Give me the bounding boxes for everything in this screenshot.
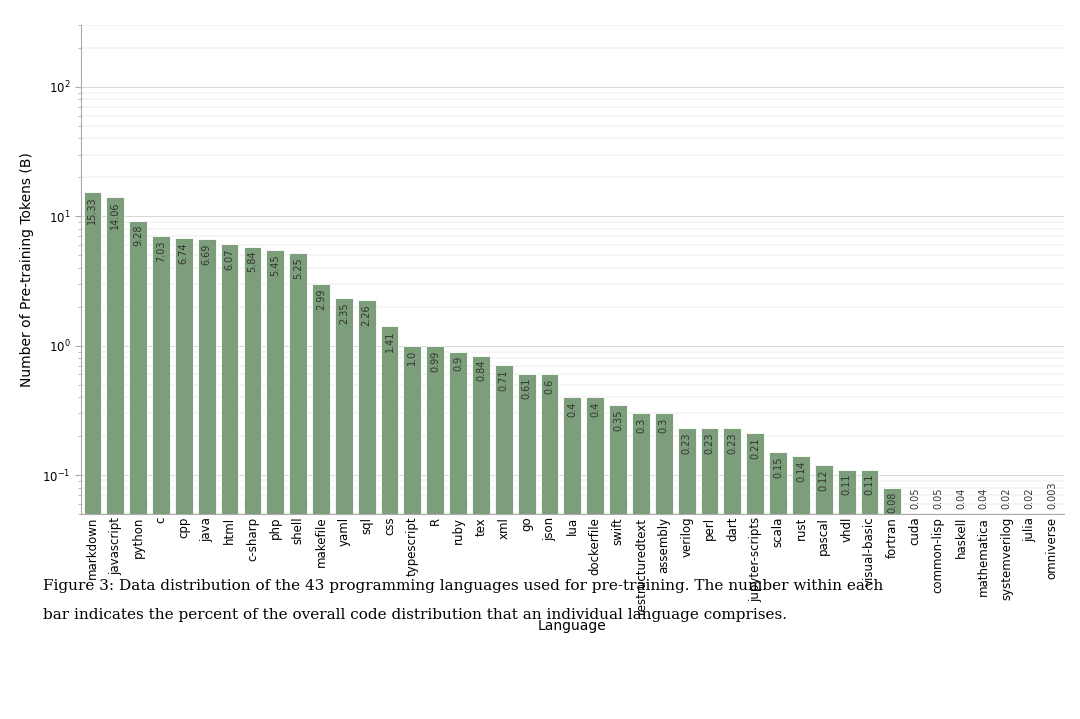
Text: 0.6: 0.6: [544, 379, 554, 394]
Text: 0.23: 0.23: [681, 433, 691, 454]
Text: 6.07: 6.07: [225, 249, 234, 270]
Text: 0.02: 0.02: [1025, 487, 1035, 509]
Y-axis label: Number of Pre-training Tokens (B): Number of Pre-training Tokens (B): [19, 152, 33, 387]
Text: 0.9: 0.9: [454, 356, 463, 371]
Bar: [861, 470, 878, 719]
Text: 14.06: 14.06: [110, 201, 120, 229]
Bar: [701, 429, 718, 719]
Bar: [564, 397, 581, 719]
Bar: [792, 457, 810, 719]
Bar: [267, 250, 284, 719]
Text: 0.61: 0.61: [522, 377, 531, 399]
Bar: [357, 300, 376, 719]
Bar: [906, 514, 924, 719]
Bar: [449, 352, 467, 719]
Text: 0.11: 0.11: [864, 474, 875, 495]
Bar: [586, 397, 604, 719]
Bar: [838, 470, 855, 719]
Bar: [243, 247, 261, 719]
Text: 0.35: 0.35: [613, 409, 623, 431]
Bar: [769, 452, 787, 719]
Bar: [517, 373, 536, 719]
Text: 5.25: 5.25: [293, 257, 303, 278]
Bar: [953, 526, 970, 719]
X-axis label: Language: Language: [538, 619, 607, 633]
Text: 5.84: 5.84: [247, 251, 257, 273]
Text: 0.04: 0.04: [956, 487, 966, 509]
Text: 0.3: 0.3: [659, 418, 669, 433]
Text: 0.003: 0.003: [1048, 481, 1057, 509]
Text: 0.08: 0.08: [888, 492, 897, 513]
Text: 2.99: 2.99: [316, 288, 326, 310]
Bar: [609, 405, 627, 719]
Bar: [975, 526, 993, 719]
Text: 0.4: 0.4: [567, 401, 578, 417]
Text: 1.0: 1.0: [407, 350, 417, 365]
Text: 7.03: 7.03: [156, 240, 166, 262]
Text: 1.41: 1.41: [384, 331, 394, 352]
Bar: [815, 465, 833, 719]
Bar: [175, 239, 192, 719]
Bar: [335, 298, 353, 719]
Bar: [883, 487, 902, 719]
Text: 15.33: 15.33: [87, 196, 97, 224]
Text: 5.45: 5.45: [270, 255, 281, 276]
Text: 0.23: 0.23: [704, 433, 715, 454]
Text: 0.12: 0.12: [819, 470, 828, 490]
Bar: [1021, 566, 1039, 719]
Text: bar indicates the percent of the overall code distribution that an individual la: bar indicates the percent of the overall…: [43, 608, 787, 621]
Bar: [289, 252, 307, 719]
Text: 0.21: 0.21: [751, 438, 760, 459]
Bar: [312, 284, 329, 719]
Bar: [404, 346, 421, 719]
Text: 0.84: 0.84: [476, 360, 486, 381]
Bar: [152, 236, 170, 719]
Bar: [998, 566, 1015, 719]
Bar: [724, 429, 741, 719]
Bar: [1043, 672, 1062, 719]
Text: 0.14: 0.14: [796, 461, 806, 482]
Text: 0.23: 0.23: [728, 433, 738, 454]
Text: 0.02: 0.02: [1001, 487, 1012, 509]
Bar: [472, 355, 490, 719]
Bar: [746, 434, 765, 719]
Text: 9.28: 9.28: [133, 225, 144, 247]
Text: 0.11: 0.11: [841, 474, 852, 495]
Text: 2.35: 2.35: [339, 302, 349, 324]
Bar: [632, 413, 650, 719]
Text: 6.69: 6.69: [202, 243, 212, 265]
Text: 0.04: 0.04: [978, 487, 989, 509]
Bar: [427, 347, 444, 719]
Bar: [495, 365, 513, 719]
Text: 0.99: 0.99: [430, 351, 441, 372]
Text: 0.3: 0.3: [636, 418, 646, 433]
Text: 0.4: 0.4: [591, 401, 600, 417]
Text: 6.74: 6.74: [179, 243, 189, 265]
Bar: [130, 221, 147, 719]
Text: 0.05: 0.05: [910, 487, 920, 509]
Text: 0.05: 0.05: [933, 487, 943, 509]
Bar: [929, 514, 947, 719]
Bar: [541, 375, 558, 719]
Bar: [220, 244, 239, 719]
Text: 2.26: 2.26: [362, 304, 372, 326]
Text: Figure 3: Data distribution of the 43 programming languages used for pre-trainin: Figure 3: Data distribution of the 43 pr…: [43, 579, 883, 592]
Bar: [83, 192, 102, 719]
Text: 0.15: 0.15: [773, 457, 783, 478]
Bar: [380, 326, 399, 719]
Bar: [198, 239, 216, 719]
Bar: [106, 197, 124, 719]
Bar: [654, 413, 673, 719]
Text: 0.71: 0.71: [499, 370, 509, 391]
Bar: [678, 429, 696, 719]
